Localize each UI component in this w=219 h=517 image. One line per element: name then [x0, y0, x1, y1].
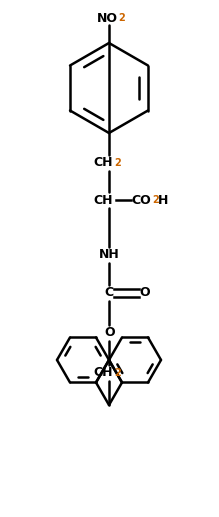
Text: 2: 2 [114, 368, 121, 378]
Text: CH: CH [93, 157, 113, 170]
Text: CH: CH [93, 193, 113, 206]
Text: NO: NO [97, 11, 118, 24]
Text: 2: 2 [114, 158, 121, 168]
Text: H: H [158, 193, 168, 206]
Text: CH: CH [93, 367, 113, 379]
Text: NH: NH [99, 249, 120, 262]
Text: C: C [104, 286, 113, 299]
Text: 2: 2 [152, 195, 159, 205]
Text: 2: 2 [118, 13, 125, 23]
Text: CO: CO [131, 193, 151, 206]
Text: O: O [104, 327, 115, 340]
Text: O: O [139, 286, 150, 299]
